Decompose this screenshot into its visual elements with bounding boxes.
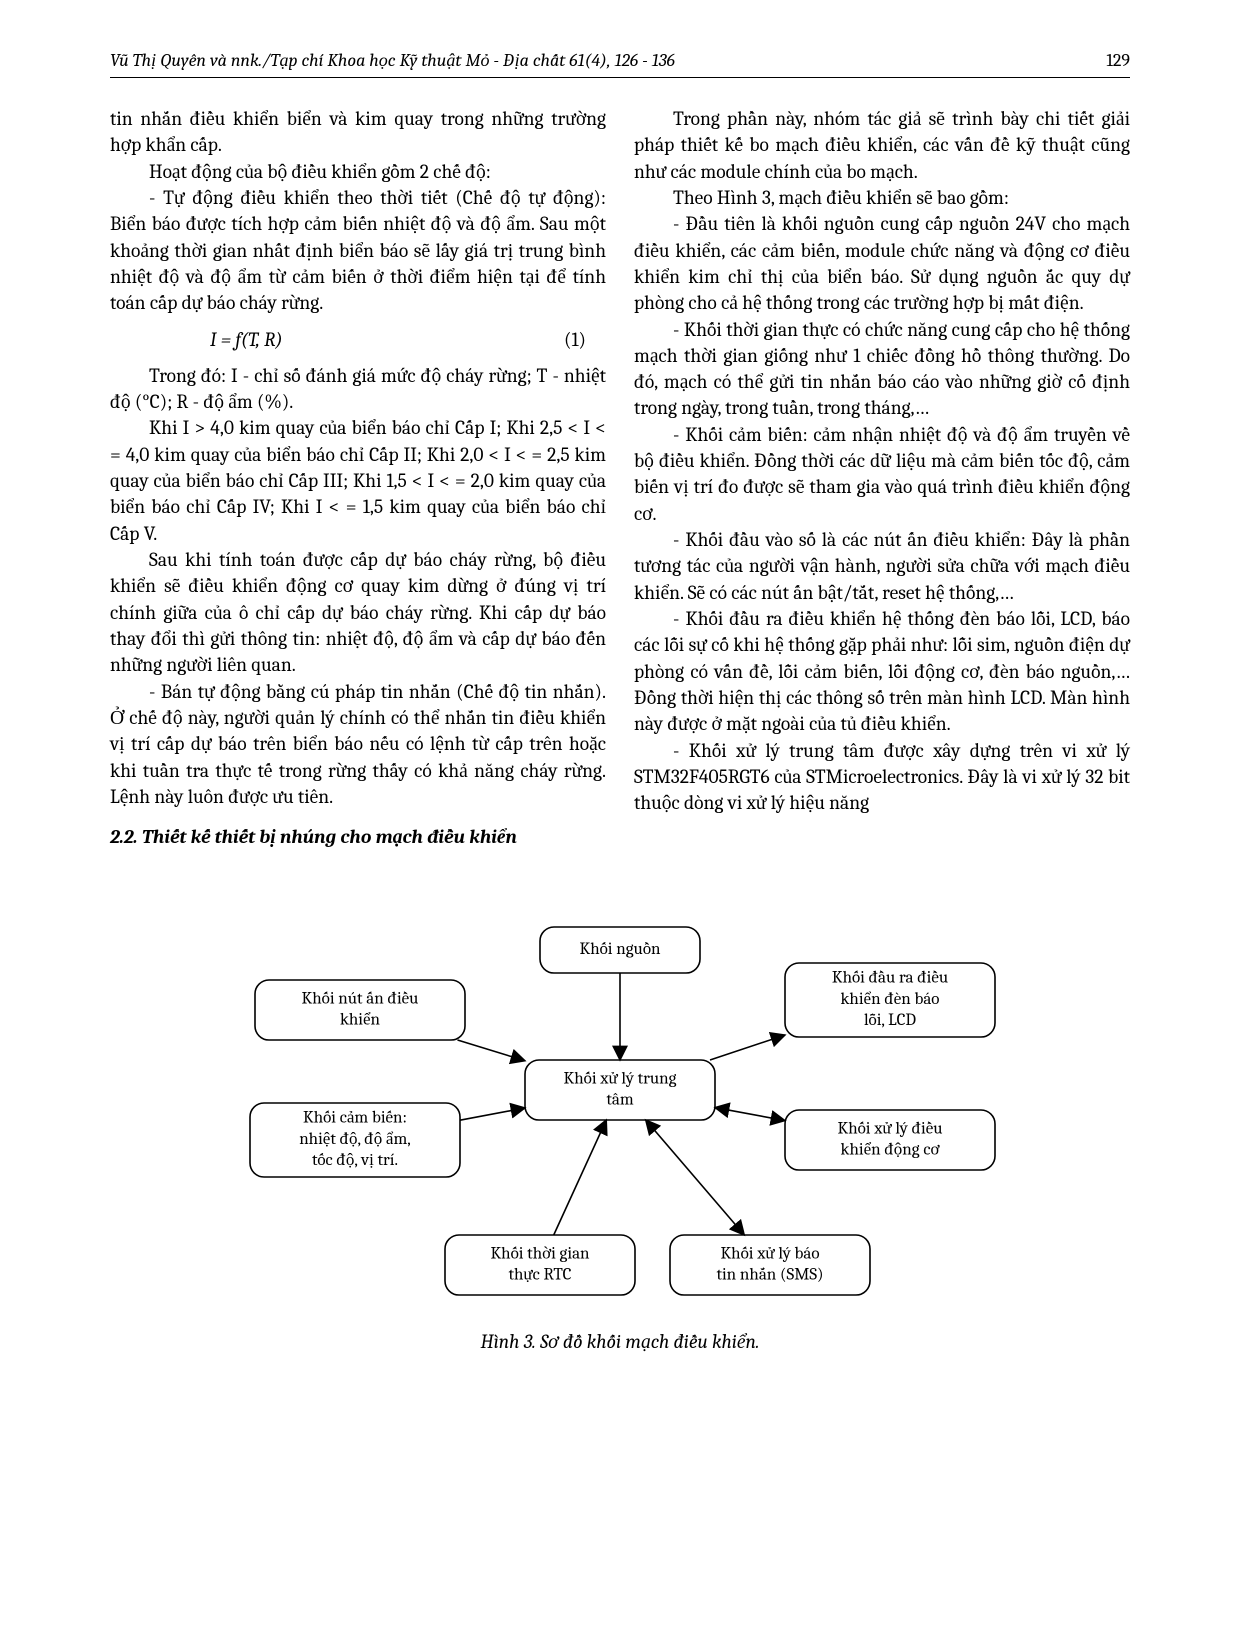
diagram-node-label: Khối thời gian — [490, 1245, 590, 1264]
diagram-node-label: Khối nguồn — [580, 940, 661, 959]
right-column: Trong phần này, nhóm tác giả sẽ trình bà… — [634, 106, 1130, 856]
diagram-node-label: Khối xử lý báo — [720, 1245, 819, 1264]
body-paragraph: - Tự động điều khiển theo thời tiết (Chế… — [110, 185, 606, 317]
page-number: 129 — [1106, 50, 1130, 71]
figure-3-caption: Hình 3. Sơ đồ khối mạch điều khiển. — [110, 1330, 1130, 1354]
block-diagram-svg: Khối nguồn Khối xử lý trung tâm Khối nút ấn… — [210, 880, 1030, 1320]
body-paragraph: - Khối cảm biến: cảm nhận nhiệt độ và độ… — [634, 422, 1130, 527]
body-paragraph: - Đầu tiên là khối nguồn cung cấp nguồn … — [634, 211, 1130, 316]
diagram-node-label: Khối cảm biến: — [303, 1109, 407, 1128]
diagram-node-label: tốc độ, vị trí. — [312, 1152, 398, 1171]
body-paragraph: tin nhắn điều khiển biển và kim quay tro… — [110, 106, 606, 159]
body-paragraph: Sau khi tính toán được cấp dự báo cháy r… — [110, 547, 606, 679]
diagram-node-label: Khối nút ấn điều — [302, 990, 419, 1009]
diagram-node-label: lỗi, LCD — [864, 1012, 916, 1031]
figure-3: Khối nguồn Khối xử lý trung tâm Khối nút ấn… — [110, 880, 1130, 1354]
equation-1: I = f(T, R) (1) — [110, 327, 606, 353]
diagram-node-label: khiển đèn báo — [841, 990, 940, 1009]
diagram-node-label: thực RTC — [508, 1266, 571, 1285]
running-header: Vũ Thị Quyên và nnk./Tạp chí Khoa học Kỹ… — [110, 50, 1130, 78]
diagram-node-label: khiển động cơ — [841, 1141, 941, 1160]
equation-number: (1) — [564, 327, 586, 353]
diagram-node-label: khiển — [340, 1011, 381, 1030]
body-paragraph: Trong phần này, nhóm tác giả sẽ trình bà… — [634, 106, 1130, 185]
body-paragraph: - Bán tự động bằng cú pháp tin nhắn (Chế… — [110, 679, 606, 811]
body-paragraph: - Khối thời gian thực có chức năng cung … — [634, 317, 1130, 422]
body-paragraph: Hoạt động của bộ điều khiển gồm 2 chế độ… — [110, 159, 606, 185]
page: Vũ Thị Quyên và nnk./Tạp chí Khoa học Kỹ… — [0, 0, 1240, 1414]
diagram-node-label: Khối xử lý trung — [564, 1070, 677, 1089]
section-heading-2-2: 2.2. Thiết kế thiết bị nhúng cho mạch đi… — [110, 824, 606, 850]
two-column-body: tin nhắn điều khiển biển và kim quay tro… — [110, 106, 1130, 856]
body-paragraph: - Khối đầu ra điều khiển hệ thống đèn bá… — [634, 606, 1130, 738]
diagram-node-label: tâm — [606, 1091, 634, 1110]
body-paragraph: - Khối đầu vào số là các nút ấn điều khi… — [634, 527, 1130, 606]
diagram-node-label: tin nhắn (SMS) — [716, 1266, 823, 1285]
diagram-node-label: nhiệt độ, độ ẩm, — [299, 1130, 411, 1149]
diagram-node-label: Khối xử lý điều — [837, 1120, 942, 1139]
left-column: tin nhắn điều khiển biển và kim quay tro… — [110, 106, 606, 856]
running-title: Vũ Thị Quyên và nnk./Tạp chí Khoa học Kỹ… — [110, 50, 675, 71]
body-paragraph: Khi I > 4,0 kim quay của biển báo chỉ Cấ… — [110, 415, 606, 547]
body-paragraph: Trong đó: I - chỉ số đánh giá mức độ chá… — [110, 363, 606, 416]
body-paragraph: - Khối xử lý trung tâm được xây dựng trê… — [634, 738, 1130, 817]
body-paragraph: Theo Hình 3, mạch điều khiển sẽ bao gồm: — [634, 185, 1130, 211]
equation-body: I = f(T, R) — [210, 327, 283, 353]
diagram-node-label: Khối đầu ra điều — [832, 969, 948, 988]
